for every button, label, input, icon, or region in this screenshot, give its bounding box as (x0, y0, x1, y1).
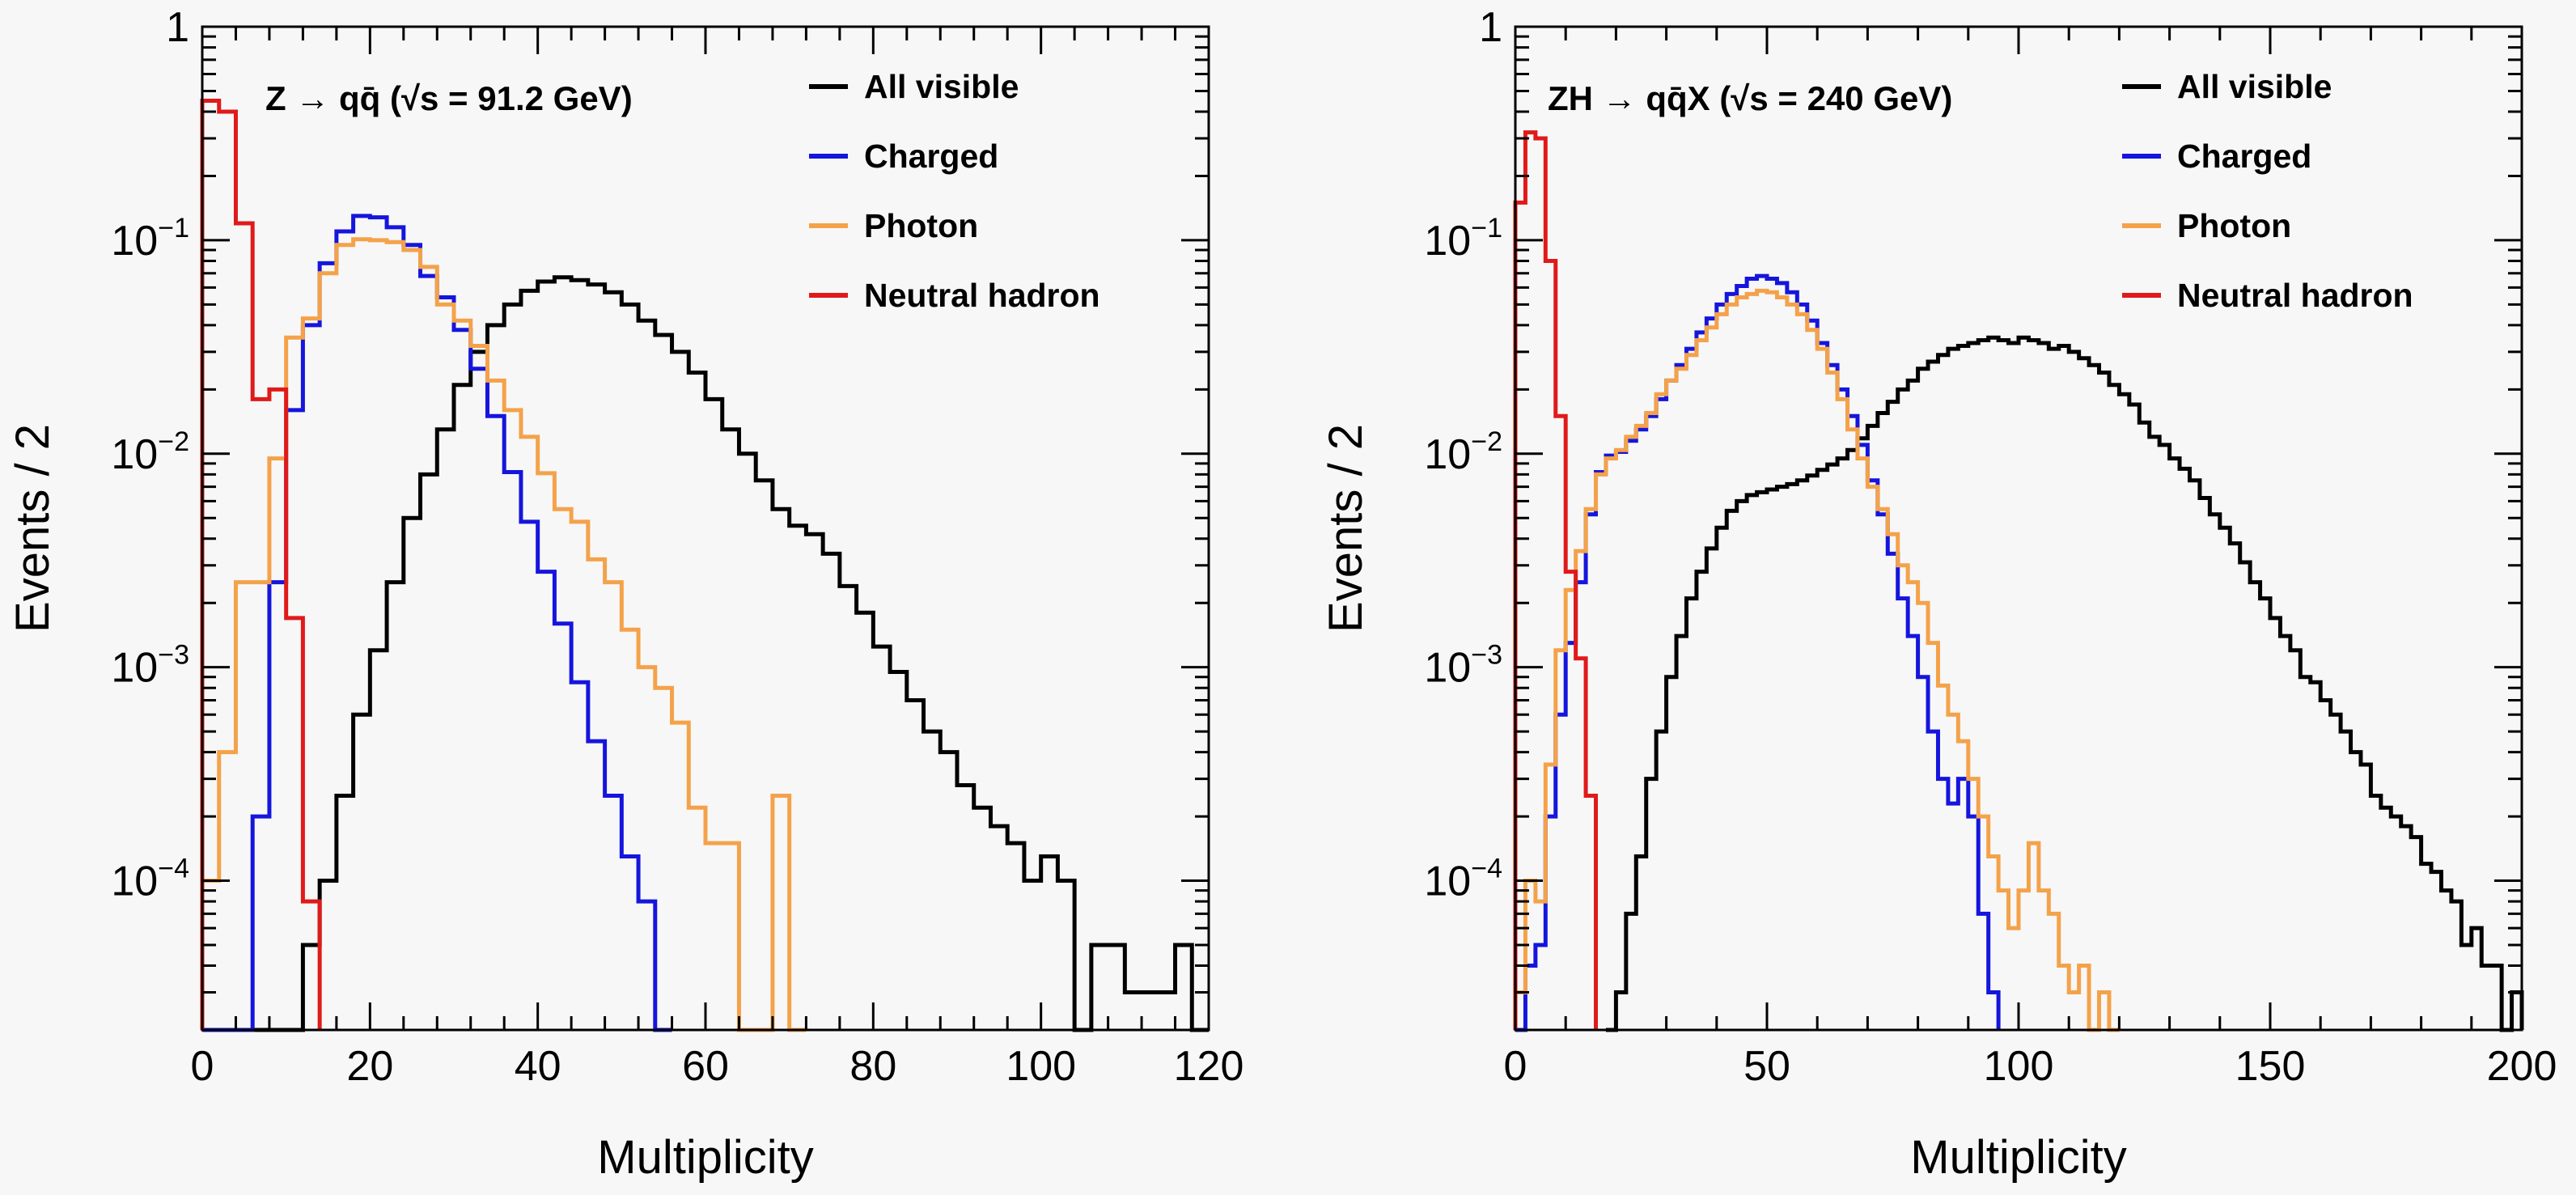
right-x-tick-label: 150 (2235, 1043, 2306, 1090)
right-x-axis-label: Multiplicity (1910, 1131, 2127, 1184)
right-x-tick-label: 0 (1504, 1043, 1527, 1090)
right-x-tick-label: 200 (2487, 1043, 2557, 1090)
left-x-tick-label: 100 (1006, 1043, 1076, 1090)
right-photon-histogram (1513, 288, 2120, 1032)
left-all-visible-histogram (202, 275, 1209, 1032)
left-neutral-hadron-histogram (200, 99, 322, 1030)
right-x-tick-label: 100 (1984, 1043, 2054, 1090)
left-legend-label-all-visible: All visible (864, 68, 1019, 105)
right-legend-label-photon: Photon (2177, 207, 2291, 244)
right-legend-label-neutral-hadron: Neutral hadron (2177, 277, 2413, 314)
left-charged-histogram (202, 214, 672, 1032)
right-legend-label-charged: Charged (2177, 138, 2311, 175)
left-legend-label-charged: Charged (864, 138, 998, 175)
left-legend: All visible Charged Photon Neutral hadron (809, 68, 1100, 314)
left-y-axis-label: Events / 2 (6, 424, 59, 633)
right-charged-histogram (1515, 273, 2001, 1032)
left-photon-histogram (200, 237, 807, 1032)
left-x-tick-label: 120 (1174, 1043, 1244, 1090)
right-panel-title: ZH → qq̄X (√s = 240 GeV) (1548, 79, 1952, 117)
right-y-tick-label: 1 (1479, 4, 1502, 51)
left-y-tick-label: 1 (166, 4, 189, 51)
left-x-tick-label: 0 (191, 1043, 214, 1090)
left-x-tick-label: 40 (515, 1043, 561, 1090)
left-legend-label-neutral-hadron: Neutral hadron (864, 277, 1100, 314)
left-x-tick-label: 80 (849, 1043, 896, 1090)
left-histograms (200, 99, 1209, 1032)
left-x-tick-label: 60 (682, 1043, 729, 1090)
right-all-visible-histogram (1605, 335, 2524, 1032)
left-panel-title: Z → qq̄ (√s = 91.2 GeV) (265, 79, 633, 117)
right-legend: All visible Charged Photon Neutral hadron (2122, 68, 2413, 314)
left-x-axis-label: Multiplicity (597, 1131, 814, 1184)
left-legend-label-photon: Photon (864, 207, 978, 244)
right-x-tick-label: 50 (1743, 1043, 1790, 1090)
right-legend-label-all-visible: All visible (2177, 68, 2332, 105)
right-y-axis-label: Events / 2 (1320, 424, 1372, 633)
left-x-tick-label: 20 (346, 1043, 393, 1090)
right-neutral-hadron-histogram (1513, 130, 1599, 1030)
right-histograms (1513, 130, 2524, 1032)
